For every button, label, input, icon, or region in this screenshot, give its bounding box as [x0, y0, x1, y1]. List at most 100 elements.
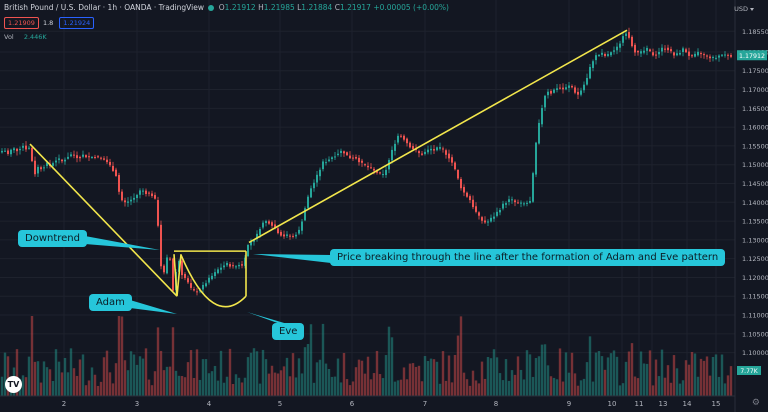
ohlc-value: 1.21917 — [339, 3, 371, 12]
candle-body — [106, 159, 108, 163]
volume-bar — [630, 343, 634, 396]
candle-body — [373, 168, 375, 171]
volume-bar — [603, 369, 607, 396]
candle-body — [22, 145, 24, 148]
candle-body — [40, 167, 42, 170]
candle-body — [109, 161, 111, 166]
volume-bar — [390, 337, 394, 396]
volume-bar — [192, 378, 196, 396]
candle-body — [253, 239, 255, 242]
spread-value: 1.8 — [42, 19, 54, 27]
volume-bar — [228, 348, 232, 396]
volume-bar — [666, 365, 670, 396]
candle-body — [316, 174, 318, 183]
candle-body — [382, 174, 384, 176]
volume-bar — [294, 377, 298, 396]
candle-body — [337, 153, 339, 155]
candle-body — [409, 142, 411, 148]
tradingview-logo-icon[interactable]: TV — [5, 376, 22, 393]
candle-body — [232, 265, 234, 267]
x-tick-label: 2 — [62, 400, 66, 408]
volume-bar — [354, 367, 358, 396]
volume-bar — [6, 356, 10, 396]
volume-bar — [318, 359, 322, 396]
symbol-title[interactable]: British Pound / U.S. Dollar · 1h · OANDA… — [4, 3, 204, 12]
y-tick-label: 1.17500 — [742, 67, 768, 75]
volume-bar — [648, 350, 652, 396]
candle-body — [709, 56, 711, 59]
candle-body — [160, 224, 162, 267]
candle-body — [361, 160, 363, 163]
volume-bar — [657, 376, 661, 396]
candle-body — [145, 190, 147, 194]
candle-body — [643, 50, 645, 53]
candle-body — [220, 267, 222, 270]
ohlc-value: 1.21884 — [301, 3, 333, 12]
candle-body — [265, 221, 267, 224]
volume-bar — [315, 362, 319, 396]
gear-icon[interactable]: ⚙ — [751, 398, 760, 408]
candle-body — [7, 150, 9, 154]
candle-body — [715, 57, 717, 59]
candle-body — [427, 149, 429, 153]
volume-bar — [51, 380, 55, 396]
candle-body — [196, 291, 198, 293]
volume-bar — [105, 350, 109, 396]
candle-body — [448, 153, 450, 159]
ohlc-label: H — [255, 3, 264, 12]
candle-body — [598, 55, 600, 57]
candle-body — [103, 158, 105, 160]
volume-bar — [633, 376, 637, 396]
volume-bar — [234, 374, 238, 396]
candle-body — [370, 167, 372, 169]
candle-body — [205, 283, 207, 287]
volume-bar — [600, 356, 604, 396]
candle-body — [475, 206, 477, 212]
volume-bar — [588, 336, 592, 396]
candle-body — [331, 157, 333, 160]
volume-bar — [231, 384, 235, 396]
candle-body — [70, 154, 72, 157]
volume-bar — [363, 373, 367, 396]
volume-bar — [618, 385, 622, 396]
candle-body — [367, 165, 369, 168]
volume-bar — [621, 383, 625, 396]
volume-bar — [702, 360, 706, 396]
candle-body — [280, 231, 282, 236]
volume-bar — [273, 372, 277, 396]
bid-price-button[interactable]: 1.21909 — [4, 17, 39, 29]
volume-bar — [519, 369, 523, 396]
y-tick-label: 1.15000 — [742, 161, 768, 169]
currency-selector[interactable]: USD — [734, 5, 754, 13]
candle-body — [442, 148, 444, 150]
volume-bar — [168, 366, 172, 396]
ask-price-button[interactable]: 1.21924 — [59, 17, 95, 29]
candle-body — [55, 160, 57, 163]
volume-bar — [489, 358, 493, 396]
x-tick-label: 9 — [567, 400, 571, 408]
ohlc-values: O1.21912 H1.21985 L1.21884 C1.21917 — [219, 3, 374, 12]
candle-body — [406, 138, 408, 144]
candle-body — [136, 194, 138, 199]
volume-bar — [249, 352, 253, 396]
volume-bar — [573, 373, 577, 396]
candle-body — [433, 149, 435, 151]
volume-bar — [24, 377, 28, 396]
x-tick-label: 5 — [278, 400, 282, 408]
volume-bar — [351, 381, 355, 396]
candle-body — [43, 167, 45, 169]
volume-bar — [42, 361, 46, 396]
x-tick-label: 6 — [350, 400, 355, 408]
y-tick-label: 1.13500 — [742, 218, 768, 226]
ohlc-value: 1.21985 — [263, 3, 295, 12]
volume-bar — [129, 351, 133, 396]
candle-body — [445, 150, 447, 155]
x-tick-label: 15 — [712, 400, 721, 408]
volume-bar — [126, 370, 130, 396]
candle-body — [649, 49, 651, 52]
candle-body — [676, 53, 678, 56]
volume-bar — [669, 382, 673, 396]
candle-body — [352, 157, 354, 159]
market-open-dot-icon — [208, 5, 215, 11]
